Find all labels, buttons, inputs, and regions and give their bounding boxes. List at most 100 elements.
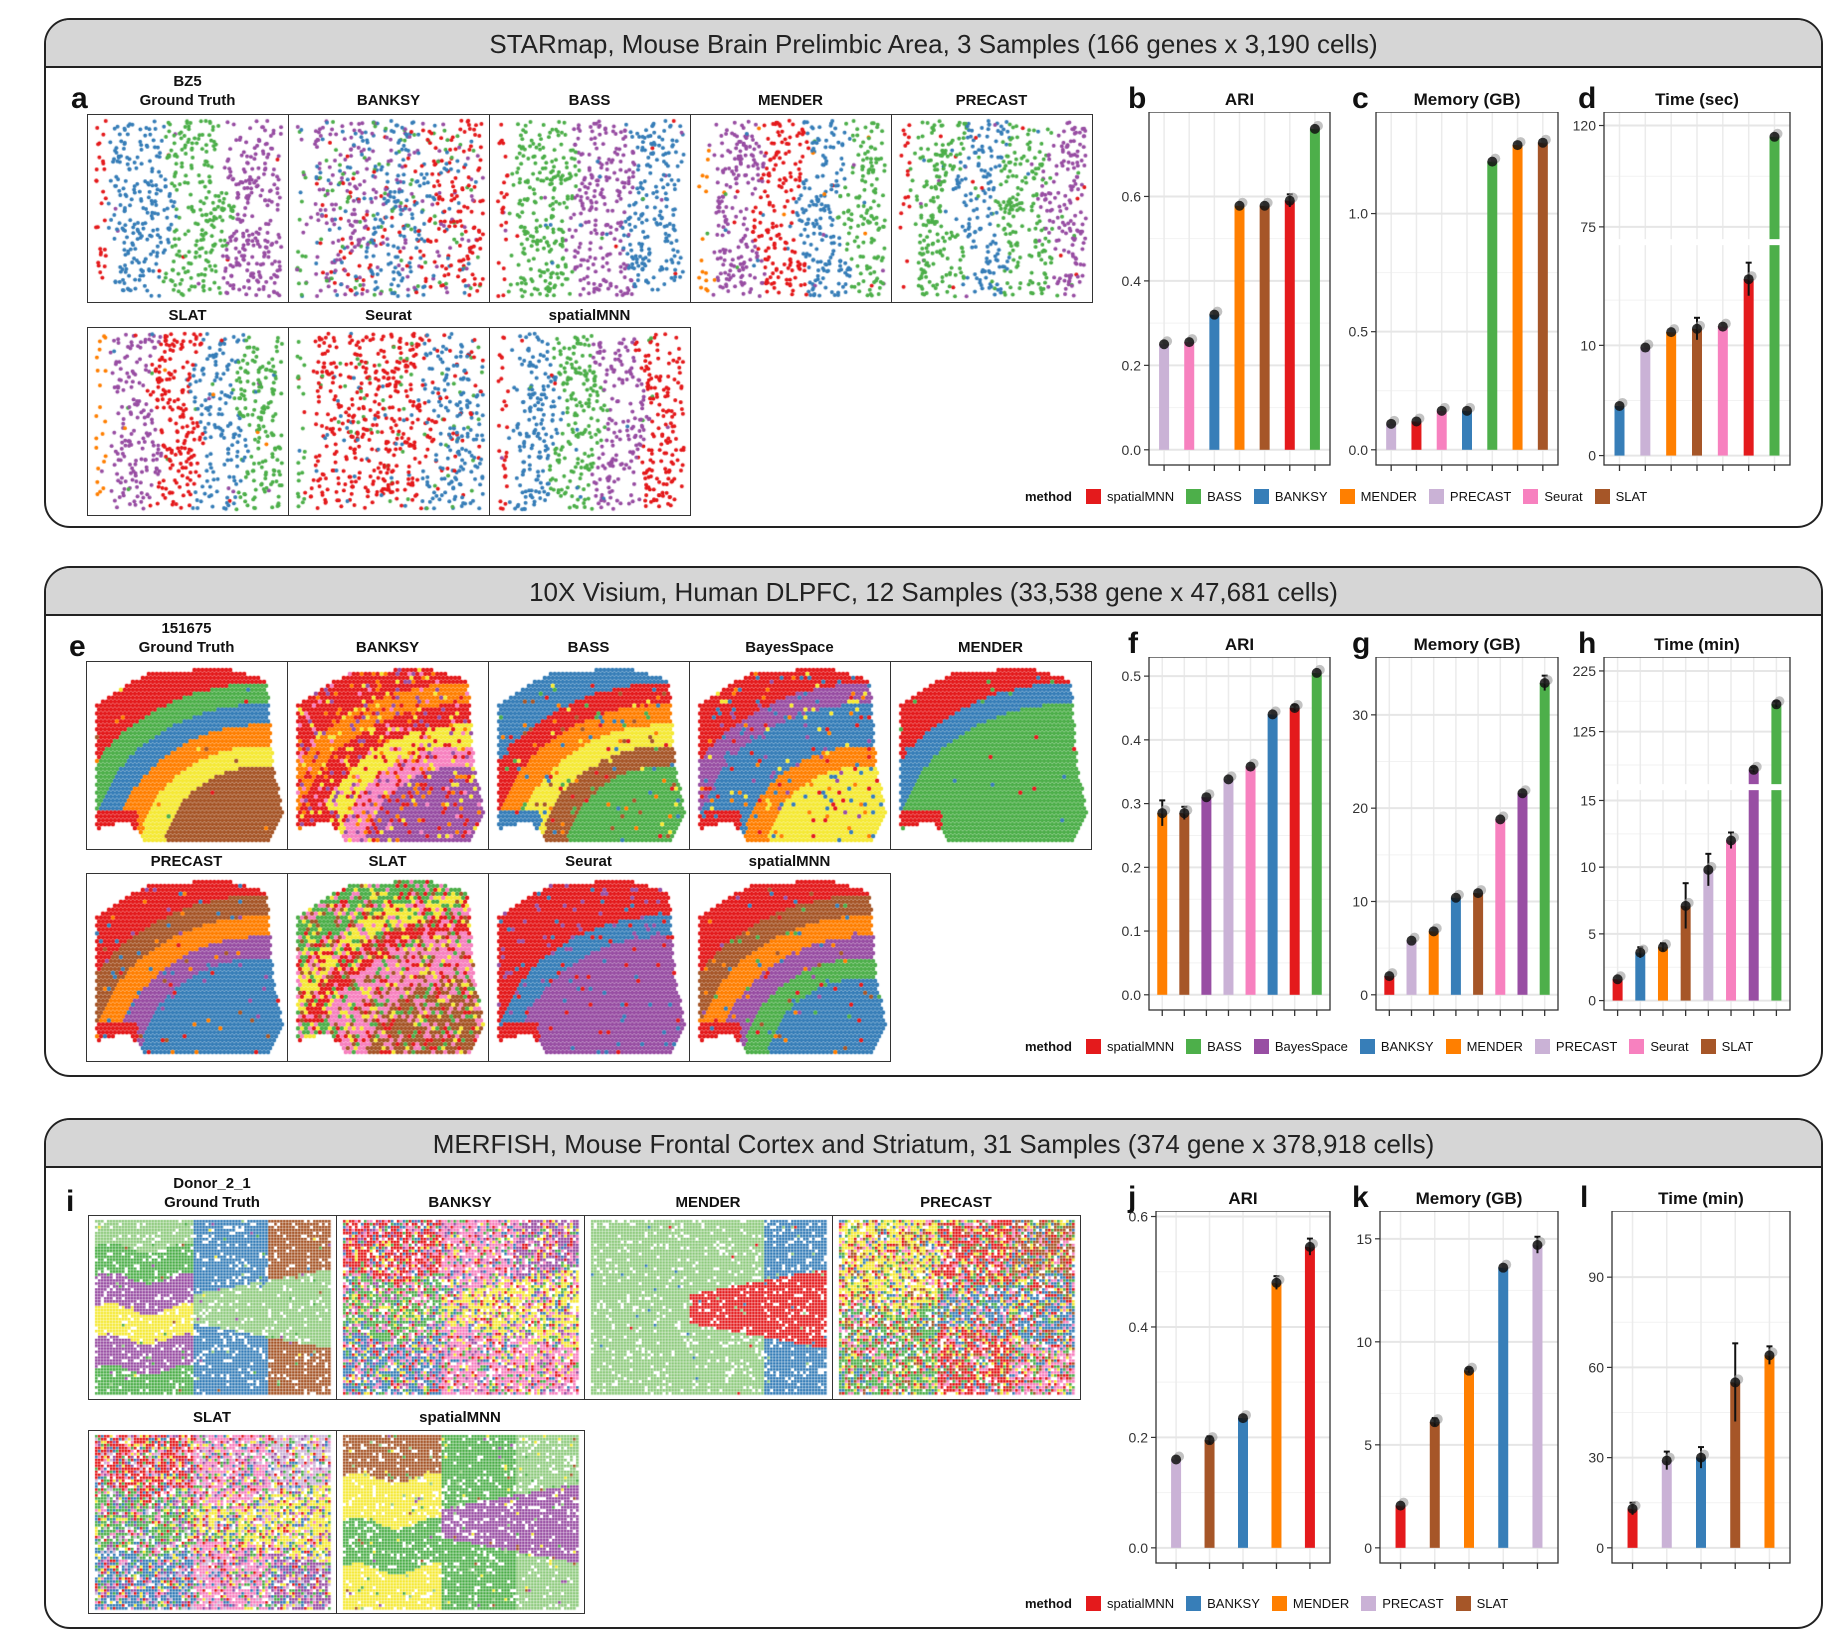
legend-label: PRECAST [1382,1596,1444,1611]
mean-point [1245,761,1256,772]
mean-point [1179,808,1190,819]
plot-background [1149,657,1330,1010]
mean-point [1304,1241,1315,1252]
legend-item: BASS [1186,1039,1242,1054]
map-title: MENDER [757,92,823,109]
legend-item: BayesSpace [1253,1039,1348,1054]
plot-border [1611,1210,1791,1564]
mean-point [1512,140,1523,151]
bar-BANKSY [1450,897,1461,995]
legend-item: SLAT [1455,1596,1509,1611]
y-tick-label: 30 [1352,707,1368,723]
bar-Seurat [1436,410,1447,450]
bar-spatialMNN [1743,279,1754,456]
cluster-map-canvas [88,115,288,302]
chart-title: Memory (GB) [1413,635,1521,654]
chart-title: ARI [1228,1189,1258,1208]
mean-point [1184,337,1195,348]
legend-swatch [1253,1039,1269,1054]
legend-label: Seurat [1544,489,1583,504]
bar-BASS [1539,683,1550,995]
bar-spatialMNN [1627,1508,1638,1548]
mean-point [1532,1239,1543,1250]
legend-item: Seurat [1523,489,1583,504]
y-tick-label: 15 [1580,792,1596,808]
y-tick-label: 0.2 [1122,859,1142,875]
y-tick-label: 10 [1580,337,1596,353]
mean-point [1696,1452,1706,1463]
y-tick-label: 225 [1573,663,1597,679]
mean-point [1234,200,1245,211]
y-tick-label: 0.2 [1129,1429,1149,1445]
legend-swatch [1186,1039,1202,1054]
sample-name: BZ5 [173,73,202,90]
legend-item: PRECAST [1361,1596,1444,1611]
mean-point [1473,888,1484,899]
cluster-map-canvas [585,1216,832,1399]
mean-point [1464,1365,1474,1376]
mean-point [1614,400,1625,411]
mean-point [1289,702,1300,713]
panel-title: STARmap, Mouse Brain Prelimbic Area, 3 S… [46,20,1821,68]
map-title: Seurat [365,307,412,324]
map-title: PRECAST [150,853,223,870]
chart-letter: h [1578,627,1597,660]
legend-swatch [1085,489,1101,504]
y-tick-label: 0 [1596,1540,1604,1556]
cluster-map-canvas [489,874,689,1061]
y-tick-label: 0 [1588,993,1596,1009]
bar-BASS [1311,672,1322,995]
bar-BANKSY [1498,1267,1509,1548]
mean-point [1487,156,1498,167]
legend-label: SLAT [1476,1596,1509,1611]
chart-letter: j [1128,1181,1137,1214]
plot-border [1603,111,1791,466]
map-title: PRECAST [920,1194,992,1211]
legend-label: BANKSY [1274,489,1328,504]
mean-point [1157,808,1168,819]
legend-item: BASS [1186,489,1242,504]
spatial-cluster-map [288,327,490,516]
bar-MENDER [1764,1355,1775,1548]
bar-chart-b: 0.0 0.2 0.4 0.6 [1122,111,1331,471]
chart-letter: b [1128,82,1147,115]
legend-item: BANKSY [1359,1039,1434,1054]
panel-title: 10X Visium, Human DLPFC, 12 Samples (33,… [46,568,1821,616]
map-title: MENDER [957,639,1023,656]
mean-point [1406,935,1417,946]
mean-point [1640,342,1651,353]
legend-title: method [1025,1596,1072,1611]
bar-Seurat [1726,840,1737,1001]
bar-MENDER [1666,332,1677,456]
mean-point [1743,274,1754,285]
bar-Seurat [1184,342,1195,450]
spatial-cluster-map [336,1215,585,1400]
legend-label: MENDER [1466,1039,1523,1054]
bar-MENDER [1234,205,1245,450]
spatial-cluster-map [336,1430,585,1614]
legend-label: BANKSY [1380,1039,1434,1054]
spatial-cluster-map [287,661,489,850]
y-tick-label: 0.0 [1349,442,1369,458]
legend-label: BASS [1207,489,1242,504]
bar-BANKSY [1209,314,1220,450]
map-title: SLAT [168,307,207,324]
cluster-map-canvas [490,328,690,515]
legend-label: SLAT [1615,489,1648,504]
bar-MENDER [1428,931,1439,995]
y-tick-label: 5 [1364,1437,1372,1453]
chart-j: 0.0 0.2 0.4 0.6 [1108,1209,1334,1584]
spatial-cluster-map [87,327,289,516]
map-title: Seurat [565,853,612,870]
plot-background [1376,657,1558,1010]
y-tick-label: 0.5 [1122,668,1142,684]
chart-title: Time (min) [1658,1189,1744,1208]
panel-letter: e [69,630,86,663]
bar-chart-g: 0 10 20 30 [1352,656,1559,1016]
chart-title: ARI [1224,90,1255,109]
spatial-cluster-map [891,114,1093,303]
bar-MENDER [1157,813,1168,995]
bar-spatialMNN [1395,1505,1406,1548]
y-tick-label: 0.0 [1129,1540,1149,1556]
chart-title: Memory (GB) [1413,90,1521,109]
